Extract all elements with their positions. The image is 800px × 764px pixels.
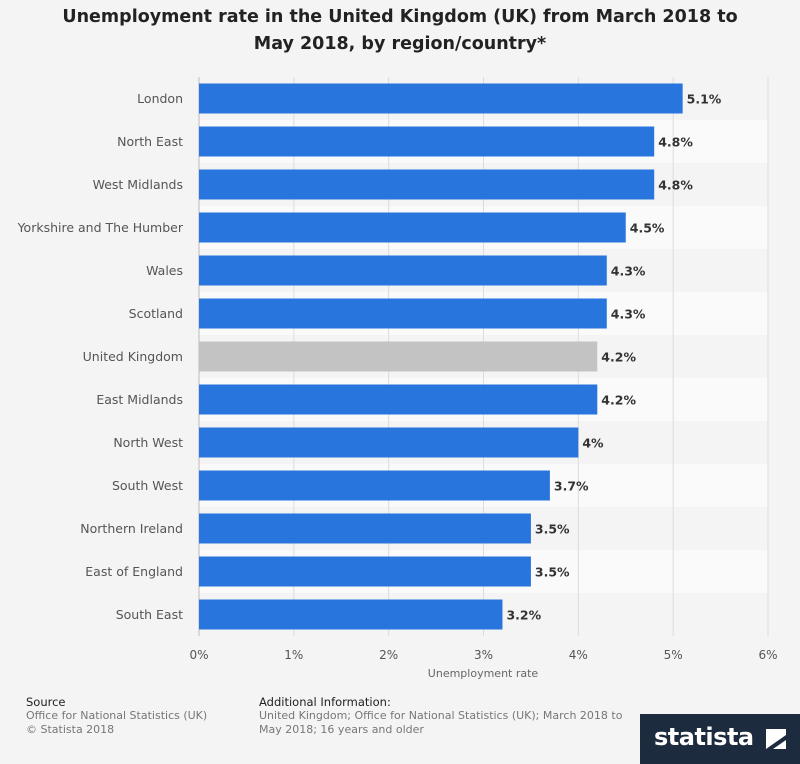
category-label: Wales (146, 263, 183, 278)
category-labels: London North East West Midlands Yorkshire a… (17, 91, 184, 622)
copyright-line: © Statista 2018 (26, 723, 115, 736)
value-label: 4.3% (611, 307, 646, 322)
source-heading: Source (26, 695, 66, 709)
statista-mark-icon (766, 729, 786, 749)
value-label: 4.8% (658, 178, 693, 193)
value-label: 4% (582, 436, 604, 451)
source-block: Source Office for National Statistics (U… (26, 695, 207, 737)
value-label: 4.8% (658, 135, 693, 150)
x-axis-label: Unemployment rate (428, 667, 539, 680)
bar (199, 298, 607, 329)
x-tick-labels: 0% 1% 2% 3% 4% 5% 6% (189, 648, 777, 662)
source-line: Office for National Statistics (UK) (26, 709, 208, 722)
x-tick-label: 3% (474, 648, 493, 662)
category-label: West Midlands (93, 177, 183, 192)
category-label: South West (112, 478, 183, 493)
info-line: United Kingdom; Office for National Stat… (259, 709, 623, 722)
category-label: North East (117, 134, 183, 149)
category-label: East Midlands (96, 392, 183, 407)
x-tick-label: 2% (379, 648, 398, 662)
bar (199, 169, 655, 200)
category-label: South East (116, 607, 183, 622)
bar (199, 212, 626, 243)
x-tick-label: 4% (569, 648, 588, 662)
bar (199, 83, 683, 114)
value-label: 4.2% (601, 393, 636, 408)
bar (199, 126, 655, 157)
bar (199, 470, 550, 501)
category-label: Northern Ireland (80, 521, 183, 536)
value-label: 4.3% (611, 264, 646, 279)
value-label: 4.2% (601, 350, 636, 365)
x-tick-label: 1% (284, 648, 303, 662)
category-label: North West (113, 435, 183, 450)
category-label: London (137, 91, 183, 106)
x-tick-label: 6% (758, 648, 777, 662)
bar (199, 384, 598, 415)
value-label: 3.5% (535, 565, 570, 580)
category-label: Scotland (129, 306, 183, 321)
category-label: East of England (85, 564, 183, 579)
bar (199, 427, 579, 458)
info-heading: Additional Information: (259, 695, 391, 709)
value-label: 3.7% (554, 479, 589, 494)
statista-logo: statista (640, 714, 800, 764)
x-tick-label: 0% (189, 648, 208, 662)
bar (199, 513, 531, 544)
brand-name: statista (654, 723, 754, 751)
bar (199, 341, 598, 372)
additional-info-block: Additional Information: United Kingdom; … (259, 695, 622, 737)
bar-chart: London North East West Midlands Yorkshire a… (17, 77, 778, 680)
bar (199, 556, 531, 587)
value-label: 5.1% (687, 92, 722, 107)
info-line: May 2018; 16 years and older (259, 723, 424, 736)
category-label: United Kingdom (83, 349, 183, 364)
value-label: 3.5% (535, 522, 570, 537)
bars (199, 83, 683, 630)
chart-title: Unemployment rate in the United Kingdom … (62, 7, 738, 54)
value-labels: 5.1% 4.8% 4.8% 4.5% 4.3% 4.3% 4.2% 4.2% 4% 3.7% 3.… (506, 92, 721, 623)
value-label: 4.5% (630, 221, 665, 236)
x-tick-label: 5% (664, 648, 683, 662)
bar (199, 255, 607, 286)
category-label: Yorkshire and The Humber (17, 220, 184, 235)
bar (199, 599, 503, 630)
value-label: 3.2% (506, 608, 541, 623)
